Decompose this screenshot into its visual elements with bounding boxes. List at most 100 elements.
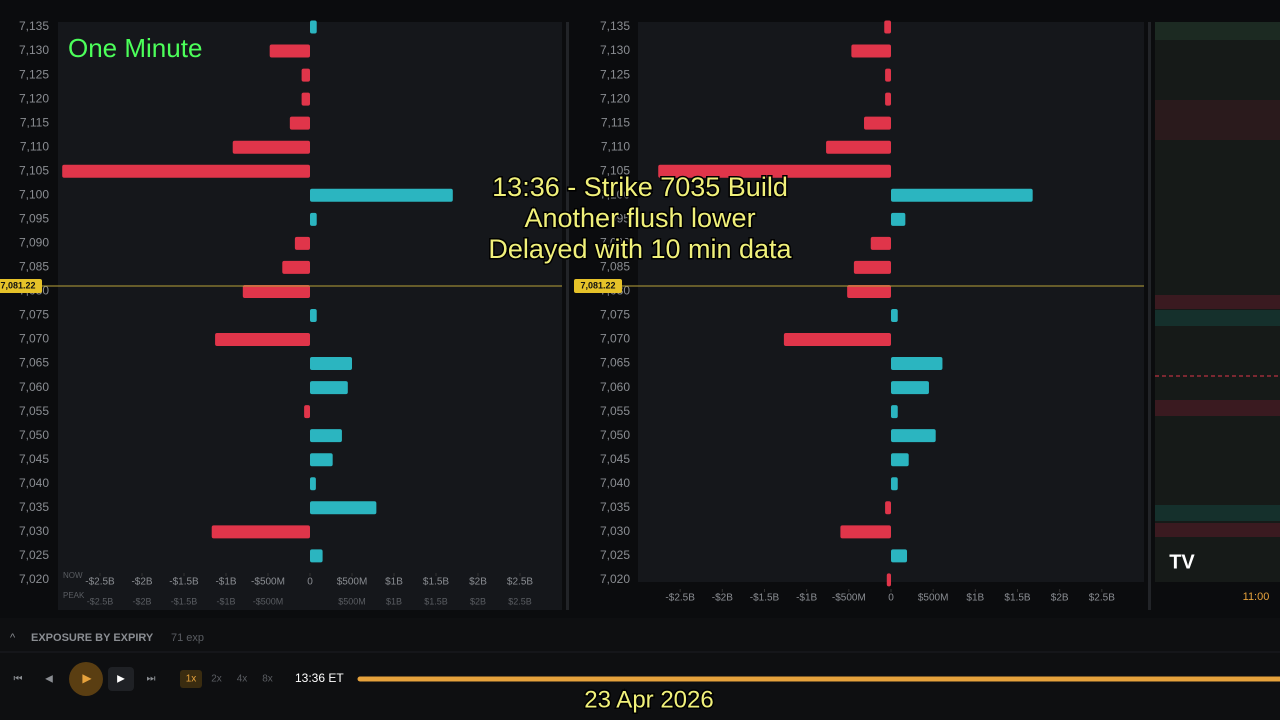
bar xyxy=(826,140,891,154)
x-tick-label: -$1.5B xyxy=(750,593,780,604)
y-tick-label: 7,120 xyxy=(600,91,630,105)
bar xyxy=(884,20,891,34)
x-tick-label: $500M xyxy=(918,593,949,604)
y-tick-label: 7,110 xyxy=(20,139,49,153)
x-tick-label: -$2B xyxy=(712,593,733,604)
x-tick-label: -$1.5B xyxy=(169,577,199,588)
bar xyxy=(891,188,1033,202)
bar xyxy=(310,20,317,34)
y-tick-label: 7,025 xyxy=(19,548,49,562)
bar xyxy=(301,92,310,106)
x-tick-label: $2.5B xyxy=(1089,593,1115,604)
peak-tick-label: $1B xyxy=(386,596,402,606)
y-tick-label: 7,065 xyxy=(600,356,630,370)
bar xyxy=(282,260,310,274)
price-badge xyxy=(574,279,622,293)
overlay-text: Another flush lower xyxy=(524,203,755,233)
y-tick-label: 7,105 xyxy=(600,163,630,177)
y-tick-label: 7,070 xyxy=(600,332,630,346)
y-tick-label: 7,055 xyxy=(600,404,630,418)
bar xyxy=(847,284,891,298)
x-tick-label: $2B xyxy=(469,577,487,588)
peak-tick-label: $2.5B xyxy=(508,596,532,606)
bar xyxy=(310,381,348,395)
stripe xyxy=(1155,100,1280,140)
bar xyxy=(310,453,333,467)
speed-button[interactable]: 2x xyxy=(211,674,222,685)
bar xyxy=(885,501,891,515)
bar xyxy=(242,284,310,298)
bar xyxy=(62,164,311,178)
section-title[interactable]: EXPOSURE BY EXPIRY xyxy=(31,632,154,644)
bar xyxy=(215,333,310,347)
bar xyxy=(885,92,891,106)
date: 23 Apr 2026 xyxy=(584,686,713,713)
divider xyxy=(1148,22,1151,610)
y-tick-label: 7,130 xyxy=(19,43,49,57)
overlay-text: Delayed with 10 min data xyxy=(488,234,792,264)
x-tick-label: 0 xyxy=(888,593,894,604)
skip-end[interactable]: ⏭ xyxy=(147,674,156,685)
skip-start[interactable]: ⏮ xyxy=(14,674,23,685)
divider xyxy=(566,22,569,610)
x-tick-label: -$2.5B xyxy=(665,593,695,604)
stripe xyxy=(1155,310,1280,326)
speed-button[interactable]: 8x xyxy=(262,674,273,685)
y-tick-label: 7,050 xyxy=(600,428,630,442)
price-label: 7,081.22 xyxy=(0,280,35,290)
now-label: NOW xyxy=(63,571,83,580)
bar xyxy=(304,405,310,419)
x-tick-label: $2.5B xyxy=(507,577,533,588)
y-tick-label: 7,030 xyxy=(600,524,630,538)
y-tick-label: 7,090 xyxy=(600,236,630,250)
y-tick-label: 7,065 xyxy=(19,356,49,370)
bar xyxy=(310,188,453,202)
x-tick-label: $1.5B xyxy=(1004,593,1030,604)
y-tick-label: 7,030 xyxy=(19,524,49,538)
bar xyxy=(891,381,929,395)
peak-tick-label: -$2.5B xyxy=(87,596,114,606)
step-forward-icon: ▶ xyxy=(117,674,125,685)
overlay-text: 13:36 - Strike 7035 Build xyxy=(492,172,788,202)
y-tick-label: 7,020 xyxy=(600,572,630,586)
y-tick-label: 7,110 xyxy=(601,139,630,153)
bar xyxy=(783,333,891,347)
x-tick-label: $1B xyxy=(385,577,403,588)
y-tick-label: 7,055 xyxy=(19,404,49,418)
speed-button[interactable]: 1x xyxy=(186,674,197,685)
y-tick-label: 7,045 xyxy=(600,452,630,466)
x-tick-label: -$2.5B xyxy=(85,577,115,588)
peak-tick-label: -$1B xyxy=(216,596,235,606)
price-badge xyxy=(0,279,42,293)
y-tick-label: 7,060 xyxy=(19,380,49,394)
play-button[interactable] xyxy=(69,662,103,696)
play-icon: ▶ xyxy=(82,671,92,685)
bar xyxy=(310,549,323,563)
bar xyxy=(891,212,906,226)
bar xyxy=(840,525,891,539)
bar xyxy=(891,549,908,563)
y-tick-label: 7,085 xyxy=(600,260,630,274)
y-tick-label: 7,050 xyxy=(19,428,49,442)
y-tick-label: 7,070 xyxy=(19,332,49,346)
x-tick-label: -$1B xyxy=(796,593,817,604)
bar xyxy=(310,308,317,322)
step-forward[interactable] xyxy=(108,667,134,691)
x-tick-label: -$500M xyxy=(832,593,866,604)
stripe xyxy=(1155,22,1280,40)
stripe xyxy=(1155,523,1280,537)
y-tick-label: 7,035 xyxy=(19,500,49,514)
bar xyxy=(891,308,898,322)
y-tick-label: 7,105 xyxy=(19,163,49,177)
price-label: 7,081.22 xyxy=(580,280,615,290)
speed-button[interactable]: 4x xyxy=(237,674,248,685)
chevron[interactable]: ^ xyxy=(10,632,16,644)
bar xyxy=(294,236,310,250)
footer-bg xyxy=(0,618,1280,720)
peak-tick-label: $2B xyxy=(470,596,486,606)
x-tick-label: $500M xyxy=(337,577,368,588)
x-tick-label: -$1B xyxy=(215,577,236,588)
step-back[interactable]: ◀ xyxy=(45,674,53,685)
y-tick-label: 7,045 xyxy=(19,452,49,466)
